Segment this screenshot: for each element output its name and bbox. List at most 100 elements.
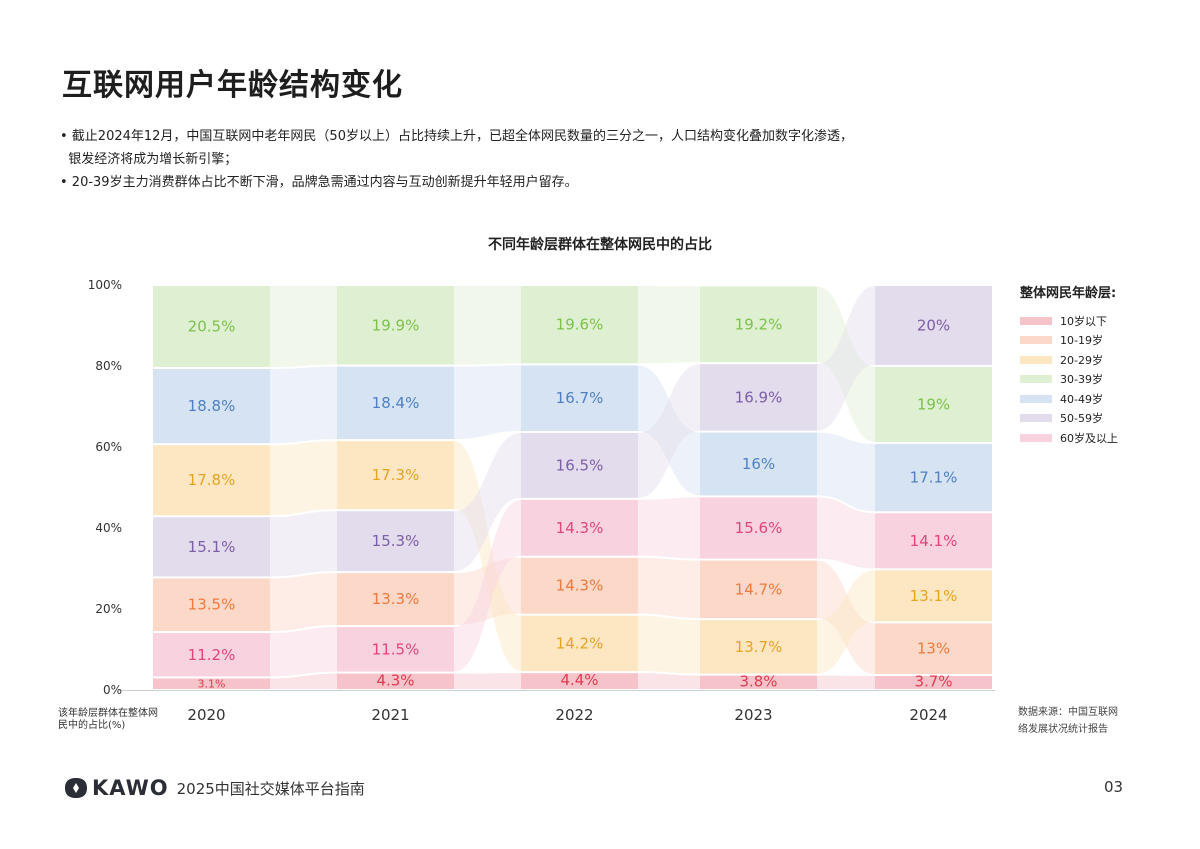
data-label: 19.6% [556, 316, 604, 334]
bar-segment [700, 675, 817, 689]
x-tick-label: 2022 [555, 706, 593, 724]
data-label: 16% [742, 455, 775, 473]
bar-segment [875, 367, 992, 442]
bar-segment [153, 578, 270, 632]
bullet-1: • 截止2024年12月，中国互联网中老年网民（50岁以上）占比持续上升，已超全… [60, 129, 853, 144]
y-tick-label: 60% [95, 440, 122, 454]
legend-item: 20-29岁 [1020, 350, 1118, 370]
data-label: 15.6% [735, 519, 783, 537]
x-tick-label: 2020 [187, 706, 225, 724]
ribbon-10-19岁 [638, 557, 700, 619]
bar-segment [700, 432, 817, 496]
y-tick-label: 80% [95, 359, 122, 373]
ribbon-10岁以下 [638, 673, 700, 689]
bullet-1-cont: 银发经济将成为增长新引擎； [60, 152, 238, 167]
ribbon-40-49岁 [817, 432, 875, 512]
y-axis-label: 该年龄层群体在整体网民中的占比(%) [58, 708, 160, 732]
bar-segment [700, 497, 817, 559]
bullet-list: • 截止2024年12月，中国互联网中老年网民（50岁以上）占比持续上升，已超全… [60, 125, 1020, 194]
legend-swatch [1020, 414, 1052, 423]
legend-label: 50-59岁 [1060, 412, 1103, 426]
data-label: 16.5% [556, 456, 604, 474]
data-label: 4.3% [376, 671, 414, 689]
bar-segment [521, 433, 638, 498]
data-label: 11.5% [372, 640, 420, 658]
ribbon-60岁及以上 [454, 499, 521, 672]
page-title: 互联网用户年龄结构变化 [62, 68, 403, 103]
ribbon-10-19岁 [817, 560, 875, 675]
data-label: 19.2% [735, 315, 783, 333]
legend-label: 30-39岁 [1060, 373, 1103, 387]
bar-segment [337, 673, 454, 689]
data-label: 13.3% [372, 590, 420, 608]
bar-segment [153, 369, 270, 444]
legend-swatch [1020, 316, 1052, 325]
legend: 整体网民年龄层: 10岁以下 10-19岁 20-29岁 30-39岁 40-49岁 50… [1020, 282, 1118, 448]
legend-label: 10-19岁 [1060, 334, 1103, 348]
bar-segment [875, 676, 992, 689]
bar-segment [521, 673, 638, 689]
ribbon-20-29岁 [817, 570, 875, 674]
bar-segment [875, 623, 992, 675]
ribbon-20-29岁 [638, 615, 700, 674]
legend-label: 60岁及以上 [1060, 431, 1118, 445]
bullet-2: • 20-39岁主力消费群体占比不断下滑，品牌急需通过内容与互动创新提升年轻用户… [60, 175, 578, 190]
bar-segment [875, 570, 992, 622]
ribbon-50-59岁 [817, 286, 875, 431]
data-label: 14.1% [910, 532, 958, 550]
logo-text: KAWO [92, 776, 169, 800]
x-tick-label: 2021 [371, 706, 409, 724]
ribbon-60岁及以上 [638, 497, 700, 559]
data-label: 13% [917, 640, 950, 658]
data-label: 13.1% [910, 587, 958, 605]
data-label: 17.1% [910, 469, 958, 487]
ribbon-10岁以下 [817, 675, 875, 689]
data-label: 20.5% [188, 318, 236, 336]
bar-segment [700, 560, 817, 619]
ribbon-20-29岁 [270, 441, 337, 516]
data-label: 17.3% [372, 466, 420, 484]
bar-segment [521, 286, 638, 364]
data-label: 17.8% [188, 471, 236, 489]
page-number: 03 [1104, 778, 1124, 796]
source-line-1: 数据来源：中国互联网 [1018, 707, 1118, 718]
bar-segment [700, 620, 817, 674]
data-label: 20% [917, 317, 950, 335]
data-label: 14.2% [556, 634, 604, 652]
kawo-logo-icon [65, 778, 87, 798]
ribbon-30-39岁 [817, 286, 875, 442]
ribbon-40-49岁 [454, 365, 521, 440]
footer-title: 2025中国社交媒体平台指南 [176, 779, 365, 798]
ribbon-10-19岁 [454, 557, 521, 626]
legend-item: 50-59岁 [1020, 409, 1118, 429]
source-line-2: 络发展状况统计报告 [1018, 724, 1108, 735]
bar-segment [521, 557, 638, 614]
ribbon-10-19岁 [270, 573, 337, 632]
ribbon-50-59岁 [638, 364, 700, 498]
legend-title: 整体网民年龄层: [1020, 286, 1117, 301]
data-label: 3.8% [739, 672, 777, 690]
bar-segment [153, 678, 270, 689]
data-label: 4.4% [560, 671, 598, 689]
bar-segment [521, 499, 638, 556]
legend-swatch [1020, 433, 1052, 442]
x-tick-label: 2023 [734, 706, 772, 724]
data-label: 3.7% [914, 673, 952, 691]
data-label: 15.1% [188, 538, 236, 556]
ribbon-20-29岁 [454, 441, 521, 672]
data-label: 18.8% [188, 397, 236, 415]
data-source: 数据来源：中国互联网 络发展状况统计报告 [1018, 704, 1118, 738]
bar-segment [337, 573, 454, 626]
bar-segment [337, 511, 454, 572]
ribbon-30-39岁 [454, 286, 521, 365]
footer: KAWO 2025中国社交媒体平台指南 [64, 776, 365, 800]
data-label: 18.4% [372, 394, 420, 412]
data-label: 3.1% [198, 678, 226, 691]
bar-segment [521, 365, 638, 432]
data-label: 11.2% [188, 646, 236, 664]
bar-segment [875, 443, 992, 512]
legend-item: 10岁以下 [1020, 311, 1118, 331]
bar-segment [153, 517, 270, 577]
